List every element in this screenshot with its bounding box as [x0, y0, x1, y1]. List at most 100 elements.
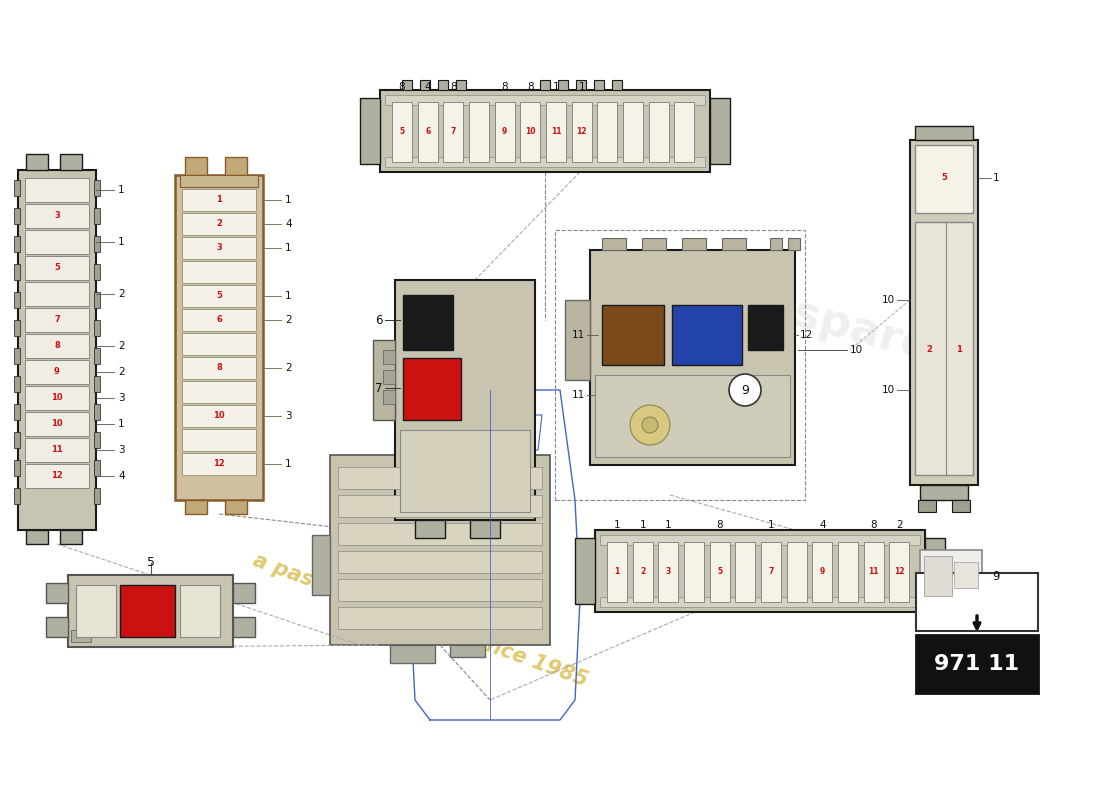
Bar	[379, 90, 710, 172]
Bar	[14, 320, 20, 336]
Text: 12: 12	[800, 330, 813, 340]
Bar	[46, 583, 68, 603]
Bar	[25, 334, 89, 358]
Bar	[94, 320, 100, 336]
Bar	[383, 370, 395, 384]
Bar	[226, 500, 248, 514]
Bar	[684, 542, 704, 602]
Text: 1: 1	[118, 237, 124, 247]
Bar	[46, 617, 68, 637]
Bar	[25, 438, 89, 462]
Bar	[916, 635, 1038, 693]
Bar	[385, 157, 705, 167]
Bar	[402, 80, 412, 90]
Text: 4: 4	[820, 520, 826, 530]
Bar	[595, 530, 925, 612]
Text: 9: 9	[741, 383, 749, 397]
Bar	[72, 630, 91, 642]
Bar	[748, 305, 783, 350]
Bar	[14, 236, 20, 252]
Circle shape	[642, 417, 658, 433]
Bar	[952, 500, 970, 512]
Bar	[25, 412, 89, 436]
Text: 5: 5	[146, 557, 154, 570]
Text: 7: 7	[768, 567, 773, 577]
Text: 8: 8	[502, 82, 508, 92]
Bar	[94, 432, 100, 448]
Text: 1: 1	[552, 82, 559, 92]
Text: 5: 5	[942, 174, 947, 182]
Text: 11: 11	[51, 446, 63, 454]
Bar	[495, 102, 515, 162]
Bar	[25, 386, 89, 410]
Bar	[182, 429, 256, 451]
Bar	[14, 432, 20, 448]
Bar	[710, 98, 730, 164]
Bar	[182, 357, 256, 379]
Text: 5: 5	[717, 567, 723, 577]
Bar	[565, 300, 590, 380]
Text: 9: 9	[502, 127, 507, 137]
Bar	[602, 305, 664, 365]
Text: 3: 3	[216, 243, 222, 253]
Bar	[94, 376, 100, 392]
Bar	[420, 80, 430, 90]
Text: 8: 8	[216, 363, 222, 373]
Bar	[390, 645, 435, 663]
Bar	[470, 520, 500, 538]
Bar	[443, 102, 463, 162]
Bar	[392, 102, 412, 162]
Bar	[597, 102, 617, 162]
Text: 10: 10	[525, 127, 536, 137]
Bar	[450, 645, 485, 657]
Text: 971 11: 971 11	[934, 654, 1020, 674]
Bar	[182, 381, 256, 403]
Bar	[14, 348, 20, 364]
Text: 2: 2	[216, 219, 222, 229]
Bar	[400, 430, 530, 512]
Bar	[182, 405, 256, 427]
Bar	[395, 280, 535, 520]
Bar	[600, 535, 920, 545]
Bar	[915, 126, 974, 140]
Bar	[94, 460, 100, 476]
Bar	[360, 98, 379, 164]
Bar	[26, 154, 48, 170]
Text: 10: 10	[882, 385, 895, 395]
Text: 1: 1	[639, 520, 646, 530]
Text: 2: 2	[118, 367, 124, 377]
Text: 11: 11	[572, 390, 585, 400]
Bar	[910, 140, 978, 485]
Text: 7: 7	[451, 127, 456, 137]
Bar	[632, 542, 652, 602]
Bar	[338, 467, 542, 489]
Bar	[226, 157, 248, 175]
Bar	[788, 238, 800, 250]
Text: 1: 1	[666, 520, 672, 530]
Bar	[182, 213, 256, 235]
Bar	[14, 208, 20, 224]
Bar	[60, 154, 82, 170]
Text: 10: 10	[882, 295, 895, 305]
Bar	[14, 376, 20, 392]
Text: 5: 5	[216, 291, 222, 301]
Bar	[94, 292, 100, 308]
Bar	[182, 309, 256, 331]
Text: 1: 1	[993, 173, 1000, 183]
Bar	[595, 375, 790, 457]
Bar	[25, 178, 89, 202]
Bar	[338, 523, 542, 545]
Bar	[602, 238, 626, 250]
Text: 3: 3	[285, 411, 292, 421]
Text: 1: 1	[285, 243, 292, 253]
Bar	[182, 237, 256, 259]
Bar	[60, 530, 82, 544]
Bar	[94, 180, 100, 196]
Bar	[920, 485, 968, 500]
Circle shape	[630, 405, 670, 445]
Bar	[418, 102, 438, 162]
Text: 5: 5	[54, 263, 59, 273]
Bar	[838, 542, 858, 602]
Text: 3: 3	[666, 567, 671, 577]
Bar	[918, 500, 936, 512]
